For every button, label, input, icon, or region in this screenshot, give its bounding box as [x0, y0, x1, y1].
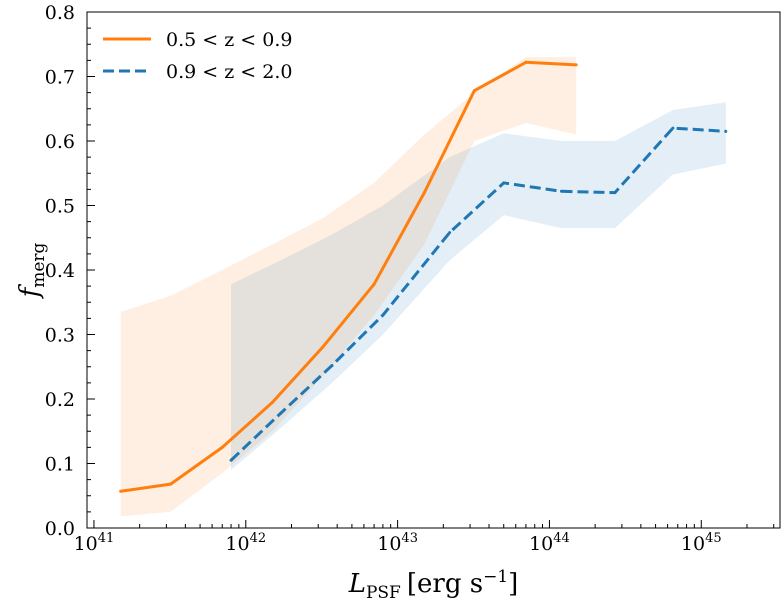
x-axis-label-close: ]	[508, 569, 518, 599]
y-tick-label: 0.5	[45, 196, 75, 218]
data-point-series-2	[502, 181, 506, 185]
data-point-series-2	[229, 458, 233, 462]
y-axis-ticks: 0.0 0.1 0.2 0.3 0.4 0.5 0.6 0.7 0.8	[45, 2, 95, 540]
series-line-2	[230, 126, 726, 462]
series-line-1	[120, 60, 577, 493]
x-tick-label: 1043	[377, 531, 418, 555]
data-point-series-1	[574, 63, 578, 67]
x-tick-label: 1044	[529, 531, 570, 555]
x-axis-ticks: 1041 1042 1043 1044 1045	[74, 520, 775, 555]
data-point-series-2	[724, 129, 728, 133]
data-point-series-1	[271, 400, 275, 404]
data-point-series-1	[220, 445, 224, 449]
y-tick-label: 0.1	[45, 454, 75, 476]
confidence-band-series-1	[120, 57, 577, 517]
x-axis-label-exponent: −1	[483, 567, 508, 587]
data-point-series-1	[169, 482, 173, 486]
legend-label-series-2: 0.9 < z < 2.0	[166, 61, 292, 83]
y-tick-label: 0.0	[45, 518, 75, 540]
y-tick-label: 0.2	[45, 389, 75, 411]
data-point-series-1	[524, 60, 528, 64]
data-point-series-2	[671, 126, 675, 130]
data-point-series-1	[472, 89, 476, 93]
y-tick-label: 0.4	[45, 260, 75, 282]
y-tick-label: 0.8	[45, 2, 75, 24]
x-axis-label-units: [erg s	[407, 569, 483, 599]
y-tick-label: 0.7	[45, 67, 75, 89]
data-point-series-1	[119, 489, 123, 493]
data-point-series-2	[381, 313, 385, 317]
data-point-series-1	[320, 345, 324, 349]
y-axis-label-subscript: merg	[29, 242, 49, 287]
x-axis-label: LPSF [erg s−1]	[348, 567, 519, 603]
x-tick-label: 1045	[681, 531, 722, 555]
data-point-series-2	[559, 189, 563, 193]
x-tick-label: 1042	[225, 531, 266, 555]
x-tick-label: 1041	[74, 531, 115, 555]
y-axis-label: fmerg	[15, 242, 49, 299]
data-point-series-1	[372, 282, 376, 286]
y-tick-label: 0.3	[45, 325, 75, 347]
x-axis-label-subscript: PSF	[366, 583, 401, 603]
data-point-series-2	[448, 231, 452, 235]
data-point-series-2	[613, 191, 617, 195]
x-axis-label-main: L	[348, 569, 366, 599]
legend-label-series-1: 0.5 < z < 0.9	[166, 29, 292, 51]
series-lines	[119, 60, 728, 493]
data-point-series-2	[279, 411, 283, 415]
data-point-series-2	[330, 363, 334, 367]
y-tick-label: 0.6	[45, 131, 75, 153]
legend: 0.5 < z < 0.9 0.9 < z < 2.0	[103, 29, 292, 83]
confidence-bands	[120, 57, 726, 517]
confidence-band-series-2	[231, 102, 726, 470]
data-point-series-1	[422, 191, 426, 195]
